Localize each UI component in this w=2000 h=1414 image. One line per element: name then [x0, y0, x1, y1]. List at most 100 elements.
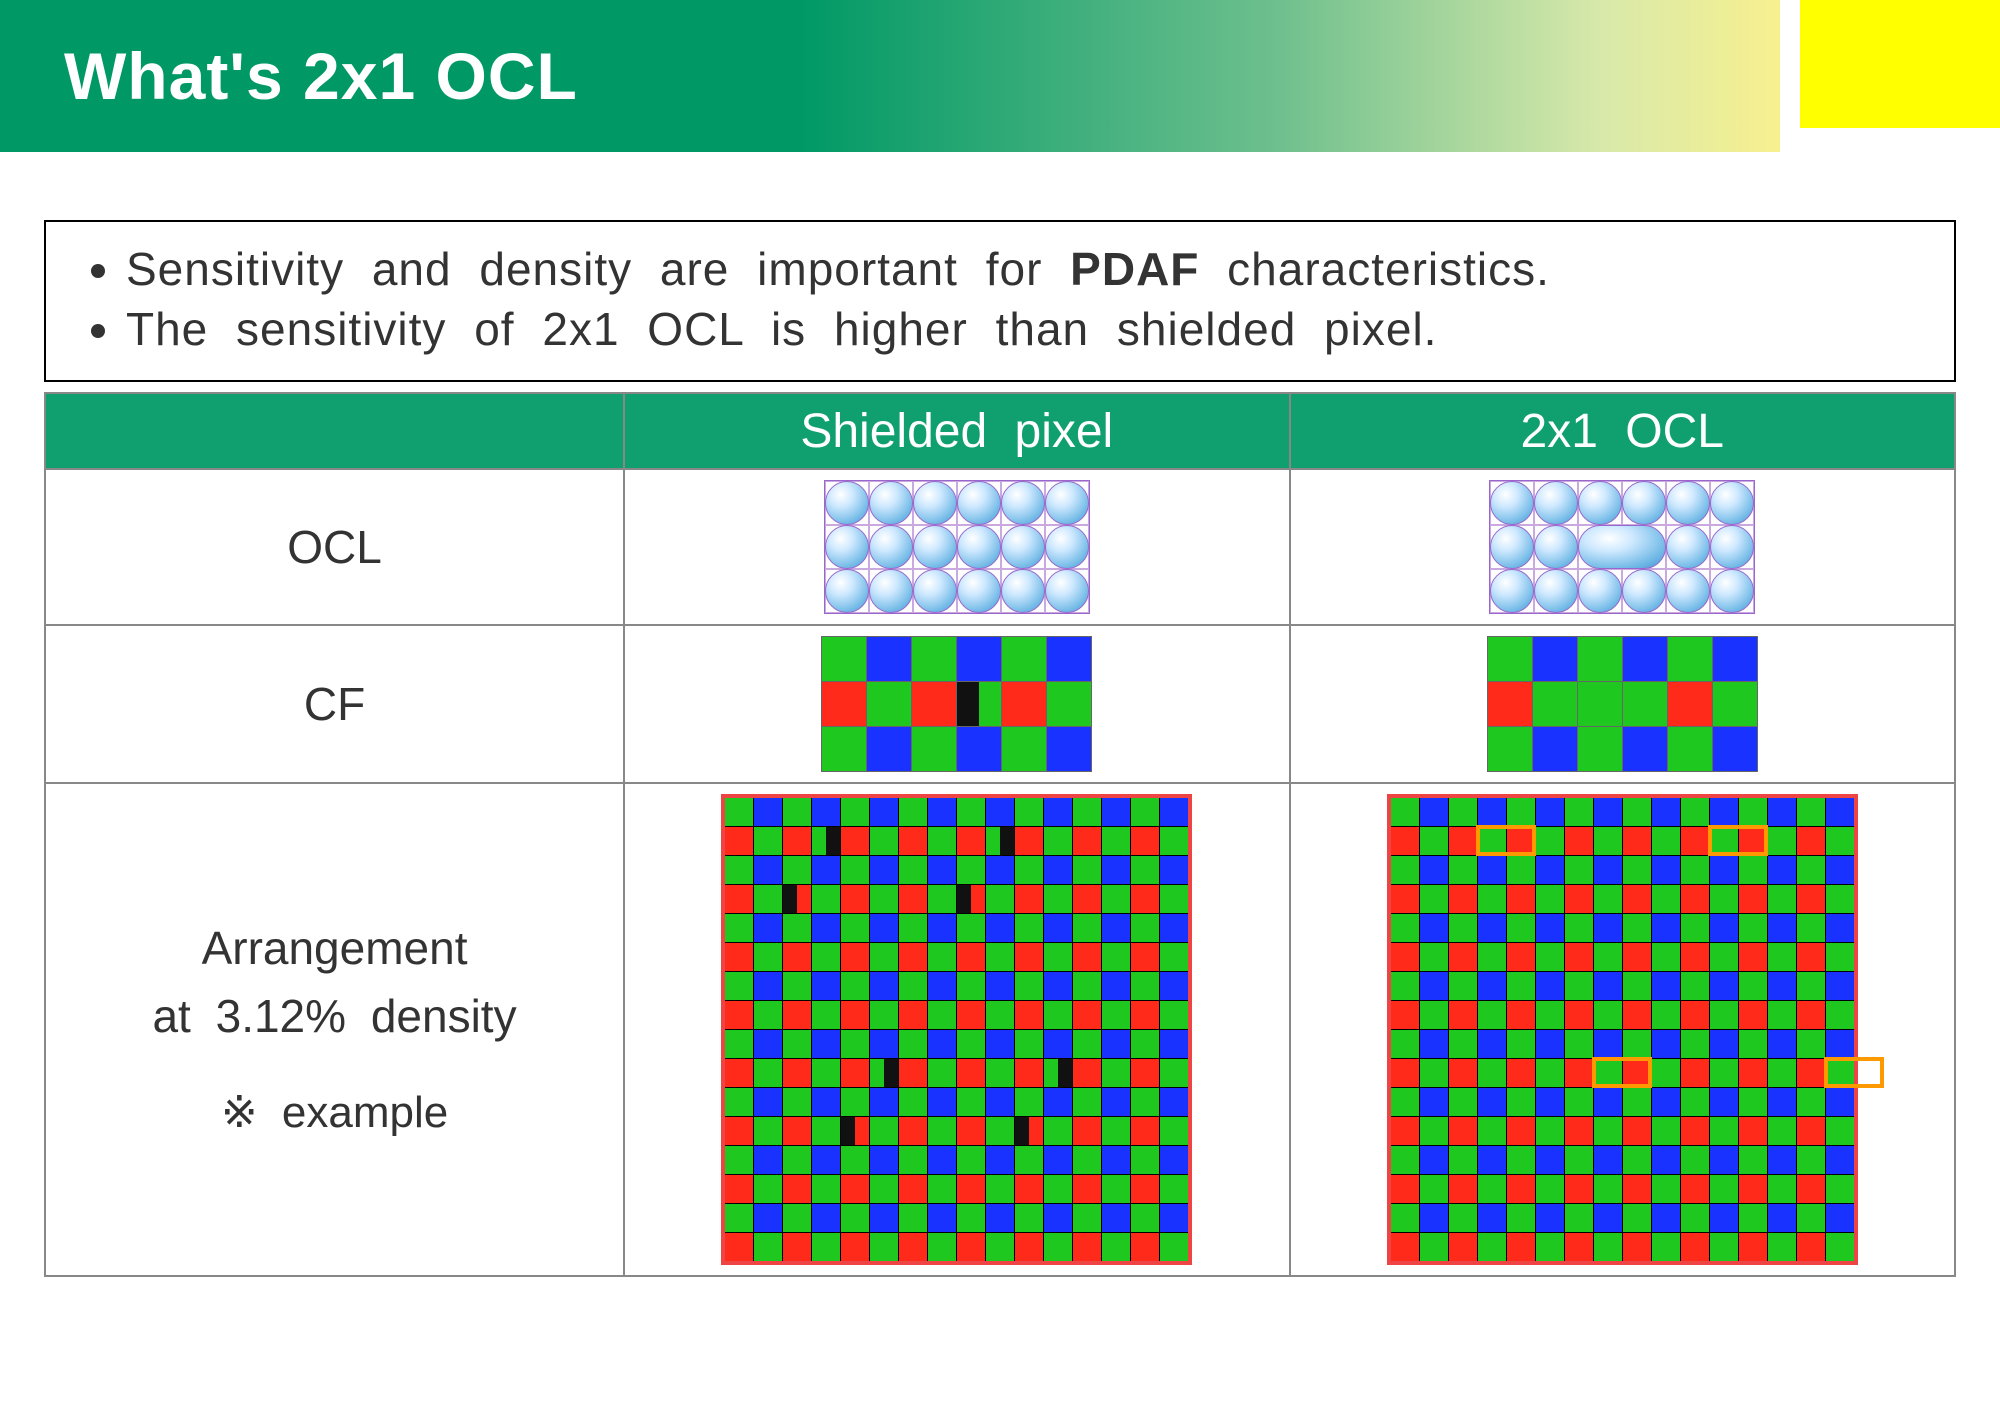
cf-cell — [1578, 637, 1622, 681]
bayer-cell — [1536, 1233, 1564, 1261]
bayer-cell — [899, 1030, 927, 1058]
summary-bold: PDAF — [1070, 243, 1199, 295]
bayer-cell — [928, 1117, 956, 1145]
bayer-cell — [1623, 856, 1651, 884]
bayer-cell — [986, 1175, 1014, 1203]
bayer-cell — [1073, 856, 1101, 884]
bayer-cell — [1623, 1117, 1651, 1145]
bayer-cell — [1594, 1233, 1622, 1261]
bayer-cell — [1102, 1088, 1130, 1116]
bayer-cell — [1681, 856, 1709, 884]
bayer-cell — [1681, 827, 1709, 855]
bayer-cell — [783, 972, 811, 1000]
bayer-cell — [1681, 1204, 1709, 1232]
bayer-cell — [1768, 943, 1796, 971]
bayer-cell — [754, 827, 782, 855]
cell-arr-shielded — [624, 783, 1289, 1276]
bayer-cell — [1826, 1088, 1854, 1116]
bayer-cell — [1710, 972, 1738, 1000]
bayer-cell — [1478, 827, 1506, 855]
bayer-cell — [957, 1204, 985, 1232]
bayer-cell — [1652, 798, 1680, 826]
bayer-cell — [725, 798, 753, 826]
bayer-cell — [1015, 827, 1043, 855]
row-ocl: OCL — [45, 469, 1955, 625]
bayer-cell — [870, 1030, 898, 1058]
bayer-cell — [1826, 1175, 1854, 1203]
bayer-cell — [1420, 914, 1448, 942]
bayer-cell — [1652, 1059, 1680, 1087]
lens-cell — [1001, 569, 1045, 613]
bayer-cell — [1768, 914, 1796, 942]
summary-text: Sensitivity and density are important fo… — [126, 243, 1070, 295]
lens-cell — [869, 481, 913, 525]
bayer-cell — [725, 1233, 753, 1261]
bayer-cell — [1797, 1117, 1825, 1145]
bayer-cell — [986, 914, 1014, 942]
bayer-cell — [1797, 1204, 1825, 1232]
bayer-cell — [812, 1001, 840, 1029]
bayer-cell — [1652, 1146, 1680, 1174]
bayer-cell — [1073, 1175, 1101, 1203]
bayer-cell — [986, 1233, 1014, 1261]
bayer-cell — [1594, 798, 1622, 826]
summary-text: The sensitivity of 2x1 OCL is higher tha… — [126, 303, 1437, 355]
bayer-cell — [957, 1233, 985, 1261]
summary-list: Sensitivity and density are important fo… — [66, 242, 1934, 356]
bayer-cell — [1391, 1204, 1419, 1232]
lens-cell — [957, 481, 1001, 525]
lens-cell — [1666, 525, 1710, 569]
bayer-cell — [1073, 1030, 1101, 1058]
bayer-cell — [754, 1059, 782, 1087]
table-header-blank — [45, 393, 624, 469]
bayer-cell — [754, 914, 782, 942]
bayer-cell — [725, 1088, 753, 1116]
bayer-cell — [783, 1175, 811, 1203]
lens-cell — [1001, 525, 1045, 569]
bayer-cell — [1131, 1030, 1159, 1058]
bayer-cell — [812, 1233, 840, 1261]
bayer-cell — [870, 1233, 898, 1261]
bayer-cell — [1420, 1001, 1448, 1029]
bayer-cell — [1507, 972, 1535, 1000]
bayer-cell — [1420, 885, 1448, 913]
cf-cell — [1578, 727, 1622, 771]
bayer-cell — [754, 1088, 782, 1116]
bayer-cell — [1507, 1117, 1535, 1145]
bayer-cell — [1131, 827, 1159, 855]
bayer-cell — [1102, 856, 1130, 884]
bayer-cell — [841, 1030, 869, 1058]
cf-cell — [1578, 682, 1622, 726]
bayer-cell — [1131, 1175, 1159, 1203]
bayer-cell — [1073, 1059, 1101, 1087]
bayer-cell — [899, 1088, 927, 1116]
row-arrangement: Arrangement at 3.12% density ※ example — [45, 783, 1955, 1276]
bayer-cell — [1826, 798, 1854, 826]
bayer-cell — [1710, 798, 1738, 826]
bayer-cell — [754, 1117, 782, 1145]
bayer-cell — [1565, 1117, 1593, 1145]
lens-cell — [1490, 525, 1534, 569]
bayer-cell — [1826, 885, 1854, 913]
lens-cell — [1490, 569, 1534, 613]
bayer-cell — [1015, 856, 1043, 884]
bayer-cell — [957, 1088, 985, 1116]
bayer-cell — [754, 1146, 782, 1174]
bayer-cell — [928, 914, 956, 942]
bayer-cell — [899, 1175, 927, 1203]
cf-cell — [912, 727, 956, 771]
bayer-cell — [841, 798, 869, 826]
bayer-cell — [783, 943, 811, 971]
bayer-cell — [1739, 827, 1767, 855]
cf-cell — [1047, 727, 1091, 771]
bayer-cell — [1420, 798, 1448, 826]
bayer-cell — [1797, 1088, 1825, 1116]
bayer-cell — [1536, 1088, 1564, 1116]
bayer-cell — [1420, 943, 1448, 971]
bayer-cell — [1710, 1233, 1738, 1261]
bayer-cell — [1015, 972, 1043, 1000]
bayer-cell — [754, 1030, 782, 1058]
bayer-cell — [783, 1059, 811, 1087]
bayer-cell — [754, 1175, 782, 1203]
bayer-cell — [1623, 972, 1651, 1000]
